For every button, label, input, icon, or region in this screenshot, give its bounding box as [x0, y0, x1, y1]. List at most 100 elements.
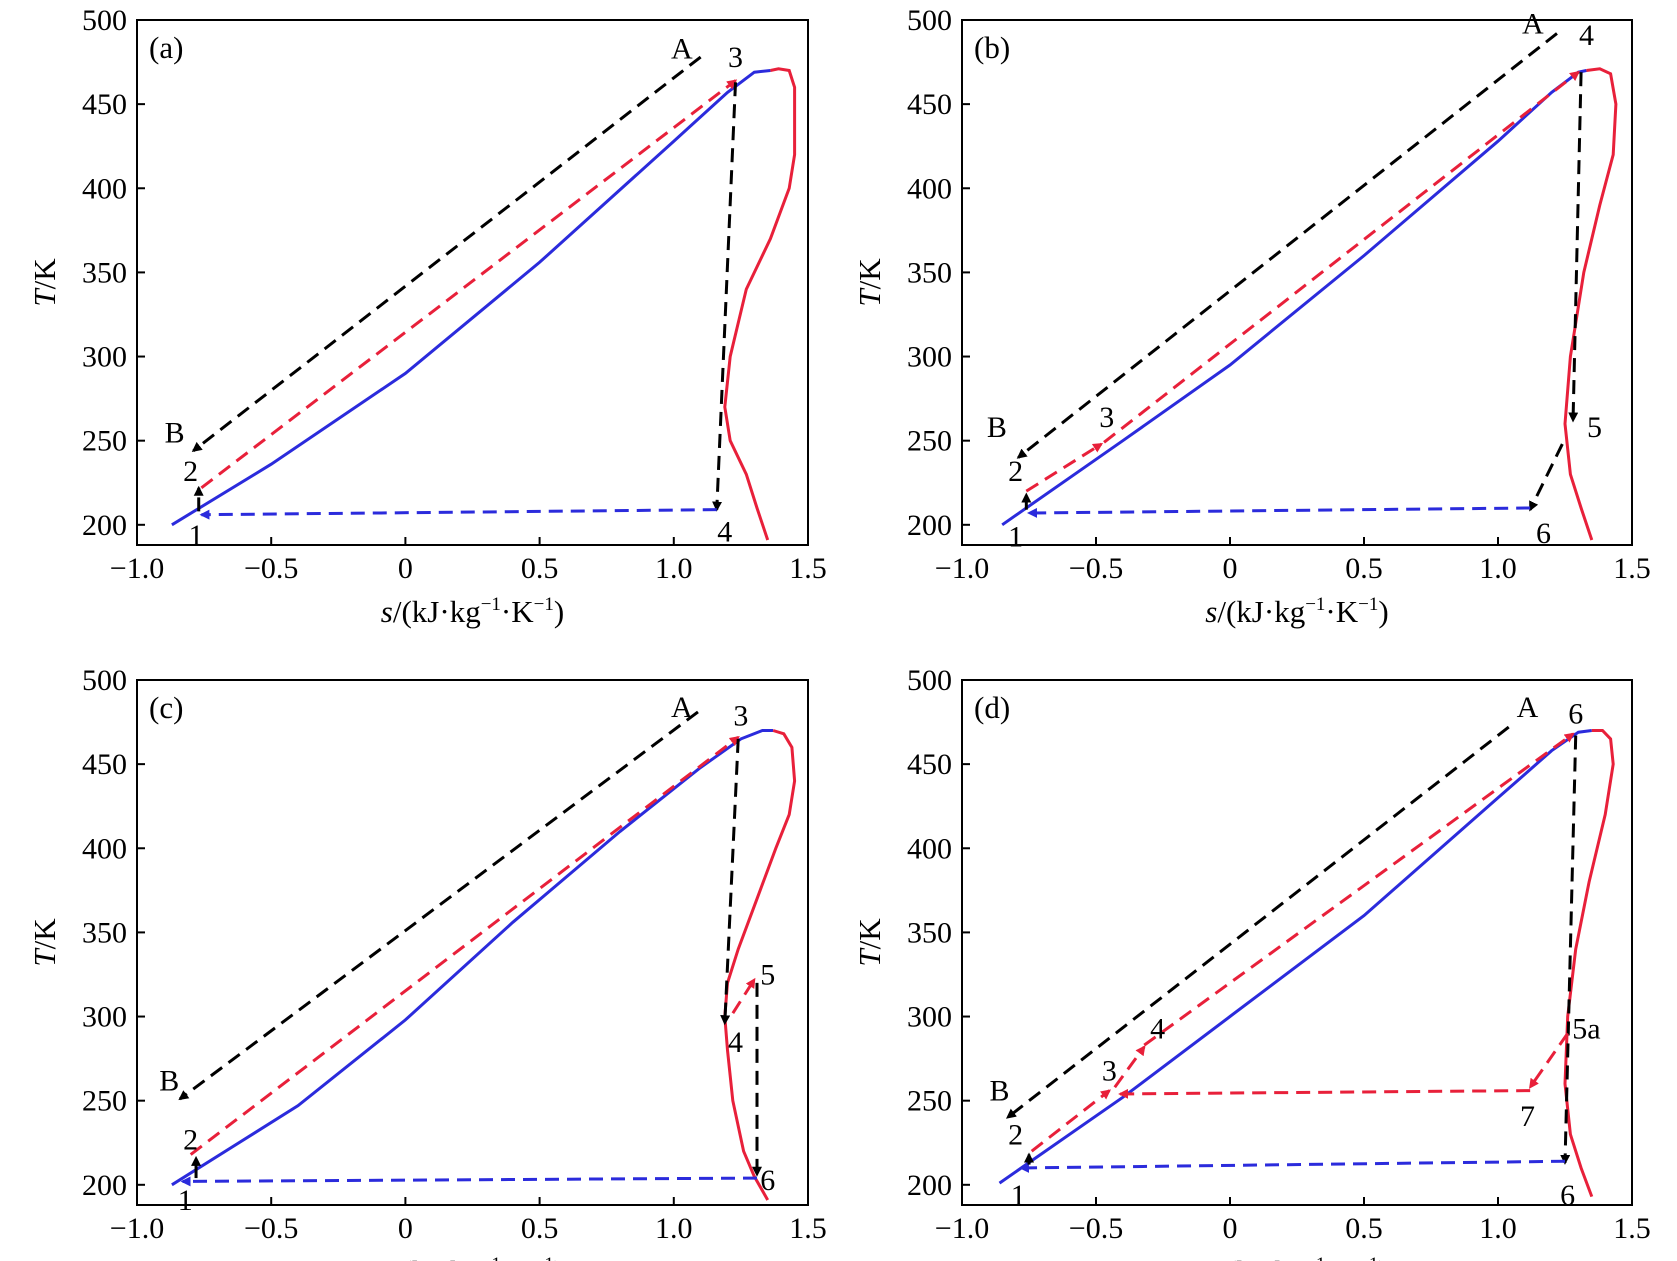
process-arrow-blue: [1018, 1159, 1566, 1173]
x-axis-superscript: −1: [481, 1254, 501, 1261]
y-tick-label: 500: [907, 664, 952, 697]
x-tick-label: −1.0: [935, 552, 989, 585]
x-axis-unit-part: ·K: [1325, 1254, 1358, 1261]
y-tick-label: 350: [907, 916, 952, 949]
process-arrow-blue: [199, 508, 717, 520]
state-point-label: 5a: [1572, 1012, 1600, 1045]
state-point-label: 5: [1587, 411, 1602, 444]
state-point-label: 3: [728, 41, 743, 74]
y-tick-label: 400: [907, 172, 952, 205]
state-point-label: A: [1522, 7, 1544, 40]
state-point-label: 3: [733, 699, 748, 732]
y-tick-label: 500: [907, 4, 952, 37]
x-axis-symbol: s: [1205, 594, 1217, 629]
state-point-label: 6: [1568, 698, 1583, 731]
y-tick-label: 200: [907, 1169, 952, 1202]
x-axis-superscript: −1: [534, 1254, 554, 1261]
y-axis-symbol: T: [27, 287, 62, 307]
y-tick-label: 300: [907, 341, 952, 374]
y-tick-label: 300: [82, 1001, 127, 1034]
x-axis-unit-part: /(kJ·kg: [393, 1254, 481, 1261]
panel-label: (c): [149, 690, 183, 725]
plot-frame: [136, 679, 809, 1206]
x-tick-label: 0: [1223, 1212, 1238, 1245]
y-tick-label: 200: [82, 1169, 127, 1202]
x-tick-label: 1.5: [789, 552, 827, 585]
x-axis-superscript: −1: [1305, 594, 1325, 615]
x-axis-unit-part: ): [1378, 1254, 1388, 1261]
y-axis-title: T/K: [852, 258, 887, 307]
series-saturated-liquid-line: [171, 69, 771, 527]
chart-panel-3: −1.0 −0.5 0 0.5 1.0 1.5 200 250 300 350 400 450 500 s…: [852, 664, 1651, 1261]
y-tick-label: 400: [82, 832, 127, 865]
y-tick-label: 500: [82, 664, 127, 697]
state-point-label: 6: [1536, 517, 1551, 550]
y-tick-label: 350: [82, 256, 127, 289]
x-axis-superscript: −1: [481, 594, 501, 615]
panel-label: (d): [974, 690, 1010, 725]
x-axis-unit-part: /(kJ·kg: [393, 594, 481, 629]
plot-frame: [961, 19, 1633, 546]
state-point-label: B: [165, 416, 185, 449]
process-arrow-red: [200, 79, 738, 489]
x-tick-label: 0.5: [1345, 552, 1383, 585]
y-tick-label: 250: [907, 425, 952, 458]
x-tick-label: 1.5: [1613, 1212, 1651, 1245]
series-saturated-liquid-line: [171, 729, 774, 1187]
y-tick-label: 200: [82, 509, 127, 542]
state-point-label: 2: [1008, 1118, 1023, 1151]
process-arrow-red: [731, 977, 756, 1014]
process-arrow-black: [1568, 72, 1583, 423]
y-tick-label: 450: [82, 748, 127, 781]
y-tick-label: 450: [82, 88, 127, 121]
state-point-label: 6: [1560, 1179, 1575, 1212]
x-tick-label: −0.5: [244, 1212, 298, 1245]
y-tick-label: 450: [907, 748, 952, 781]
y-tick-label: 250: [907, 1085, 952, 1118]
chart-panel-1: −1.0 −0.5 0 0.5 1.0 1.5 200 250 300 350 400 450 500 s…: [852, 4, 1651, 629]
x-axis-symbol: s: [381, 594, 393, 629]
y-tick-label: 350: [82, 916, 127, 949]
y-tick-label: 350: [907, 256, 952, 289]
x-axis-title: s/(kJ·kg−1·K−1): [381, 594, 564, 629]
y-axis-symbol: T: [27, 947, 62, 967]
state-point-label: 3: [1102, 1054, 1117, 1087]
x-axis-unit-part: ): [554, 1254, 564, 1261]
series-saturated-vapor-line: [723, 729, 797, 1201]
x-axis-superscript: −1: [534, 594, 554, 615]
panel-label: (a): [149, 30, 183, 65]
x-axis-title: s/(kJ·kg−1·K−1): [1205, 1254, 1388, 1261]
x-axis-unit-part: /(kJ·kg: [1217, 594, 1305, 629]
state-point-label: 5: [760, 958, 775, 991]
process-arrow-red: [1103, 70, 1580, 444]
x-tick-label: 1.0: [655, 552, 693, 585]
x-tick-label: 1.0: [655, 1212, 693, 1245]
y-axis-unit-part: /K: [27, 918, 62, 950]
x-tick-label: 1.5: [1613, 552, 1651, 585]
state-point-label: B: [990, 1075, 1010, 1108]
state-point-label: 1: [189, 519, 204, 552]
series-saturated-liquid-line: [998, 729, 1592, 1185]
x-tick-label: 1.0: [1479, 552, 1517, 585]
x-axis-symbol: s: [1205, 1254, 1217, 1261]
x-tick-label: 0.5: [521, 1212, 559, 1245]
process-arrow-red: [1118, 1088, 1531, 1099]
process-arrow-red: [1025, 442, 1104, 493]
state-point-label: 1: [1008, 521, 1023, 554]
state-point-label: 3: [1099, 401, 1114, 434]
y-tick-label: 250: [82, 1085, 127, 1118]
x-axis-unit-part: ·K: [1325, 594, 1358, 629]
process-arrow-red: [189, 735, 740, 1156]
state-point-label: 1: [178, 1184, 193, 1217]
x-axis-superscript: −1: [1358, 1254, 1378, 1261]
process-arrow-red: [1143, 732, 1575, 1047]
panel-label: (b): [974, 30, 1010, 65]
chart-panel-2: −1.0 −0.5 0 0.5 1.0 1.5 200 250 300 350 400 450 500 s…: [27, 664, 827, 1261]
y-axis-title: T/K: [27, 258, 62, 307]
x-tick-label: −0.5: [1069, 552, 1123, 585]
x-tick-label: 0: [398, 552, 413, 585]
series-saturated-vapor-line: [723, 67, 797, 541]
state-point-label: B: [159, 1064, 179, 1097]
y-axis-title: T/K: [27, 918, 62, 967]
